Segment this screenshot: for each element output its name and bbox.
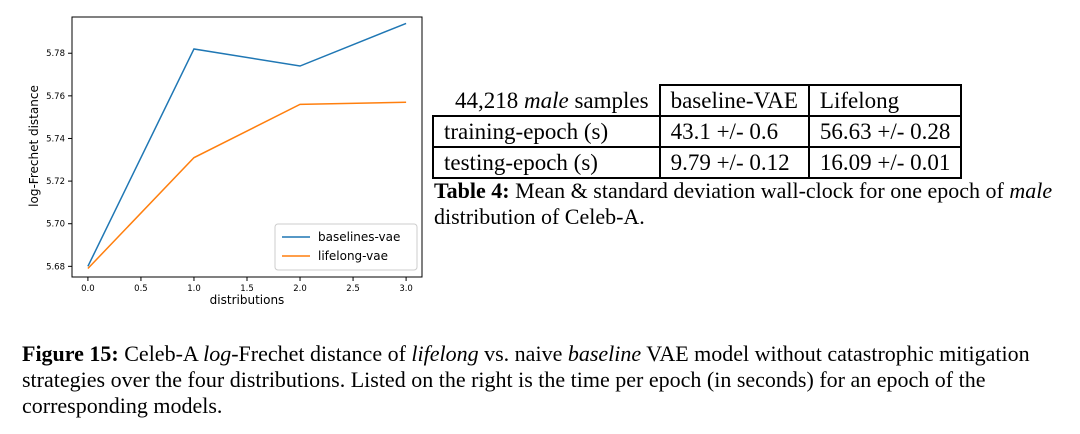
table-caption-label: Table 4: <box>434 178 510 203</box>
series-line-lifelong <box>87 101 407 269</box>
table-row: testing-epoch (s) 9.79 +/- 0.12 16.09 +/… <box>432 146 963 179</box>
figure-caption-t1: Celeb-A <box>124 341 198 366</box>
y-tick-label: 5.72 <box>46 177 65 187</box>
row-label: training-epoch (s) <box>432 115 661 148</box>
sample-count: 44,218 <box>455 87 519 113</box>
line-chart: log-Frechet distance distributions 0.0 0.… <box>27 16 423 307</box>
row-label: testing-epoch (s) <box>432 146 661 179</box>
figure-caption-e1: log <box>203 341 232 366</box>
figure-caption-t3: vs. naive <box>484 341 563 366</box>
cell-lifelong: 56.63 +/- 0.28 <box>807 115 963 148</box>
x-ticks: 0.0 0.5 1.0 1.5 2.0 2.5 3.0 <box>81 277 413 294</box>
y-tick-label: 5.78 <box>46 49 65 59</box>
figure-caption: Figure 15: Celeb-A log-Frechet distance … <box>22 341 1072 419</box>
table-header-row: 44,218 male samples baseline-VAE Lifelon… <box>433 84 963 117</box>
timing-table-wrapper: 44,218 male samples baseline-VAE Lifelon… <box>432 84 963 179</box>
y-axis-label-group: log-Frechet distance <box>27 85 41 207</box>
table-caption-text2: distribution of Celeb-A. <box>434 204 645 229</box>
x-tick-label: 0.5 <box>134 284 148 294</box>
table-header-baseline: baseline-VAE <box>658 84 810 117</box>
figure-caption-e3: baseline <box>567 341 642 366</box>
y-axis-label: log-Frechet distance <box>27 85 41 207</box>
x-tick-label: 0.0 <box>81 284 95 294</box>
y-ticks: 5.68 5.70 5.72 5.74 5.76 5.78 <box>46 49 72 272</box>
cell-baseline: 43.1 +/- 0.6 <box>658 115 810 148</box>
table-caption-text1: Mean & standard deviation wall-clock for… <box>515 178 1004 203</box>
legend-box <box>274 223 418 271</box>
x-tick-label: 1.5 <box>240 284 254 294</box>
series-line-baselines <box>87 22 407 267</box>
x-tick-label: 2.5 <box>346 284 360 294</box>
figure-caption-label: Figure 15: <box>22 341 119 366</box>
legend: baselines-vae lifelong-vae <box>274 223 418 271</box>
x-axis-label: distributions <box>210 293 285 307</box>
y-tick-label: 5.68 <box>46 262 65 272</box>
table-caption-em: male <box>1009 178 1053 203</box>
table-row: training-epoch (s) 43.1 +/- 0.6 56.63 +/… <box>432 115 963 148</box>
legend-label-lifelong: lifelong-vae <box>318 249 388 263</box>
y-tick-label: 5.76 <box>46 92 65 102</box>
timing-table: 44,218 male samples baseline-VAE Lifelon… <box>432 84 963 179</box>
sample-subset: male <box>524 87 569 113</box>
table-caption: Table 4: Mean & standard deviation wall-… <box>434 178 1074 230</box>
legend-label-baselines: baselines-vae <box>318 230 400 244</box>
table-header-lifelong: Lifelong <box>807 84 963 117</box>
series-lines <box>87 22 407 269</box>
figure-caption-t2: -Frechet distance of <box>231 341 406 366</box>
table-header-samples: 44,218 male samples <box>433 85 660 116</box>
figure-caption-e2: lifelong <box>411 341 479 366</box>
cell-baseline: 9.79 +/- 0.12 <box>658 146 810 179</box>
y-tick-label: 5.74 <box>46 134 65 144</box>
x-tick-label: 3.0 <box>399 284 413 294</box>
cell-lifelong: 16.09 +/- 0.01 <box>807 146 963 179</box>
sample-suffix: samples <box>574 87 649 113</box>
x-tick-label: 1.0 <box>187 284 201 294</box>
y-tick-label: 5.70 <box>46 220 65 230</box>
x-tick-label: 2.0 <box>293 284 307 294</box>
figure-caption-t4: VAE model without catastrophic mitigatio… <box>22 341 1030 418</box>
